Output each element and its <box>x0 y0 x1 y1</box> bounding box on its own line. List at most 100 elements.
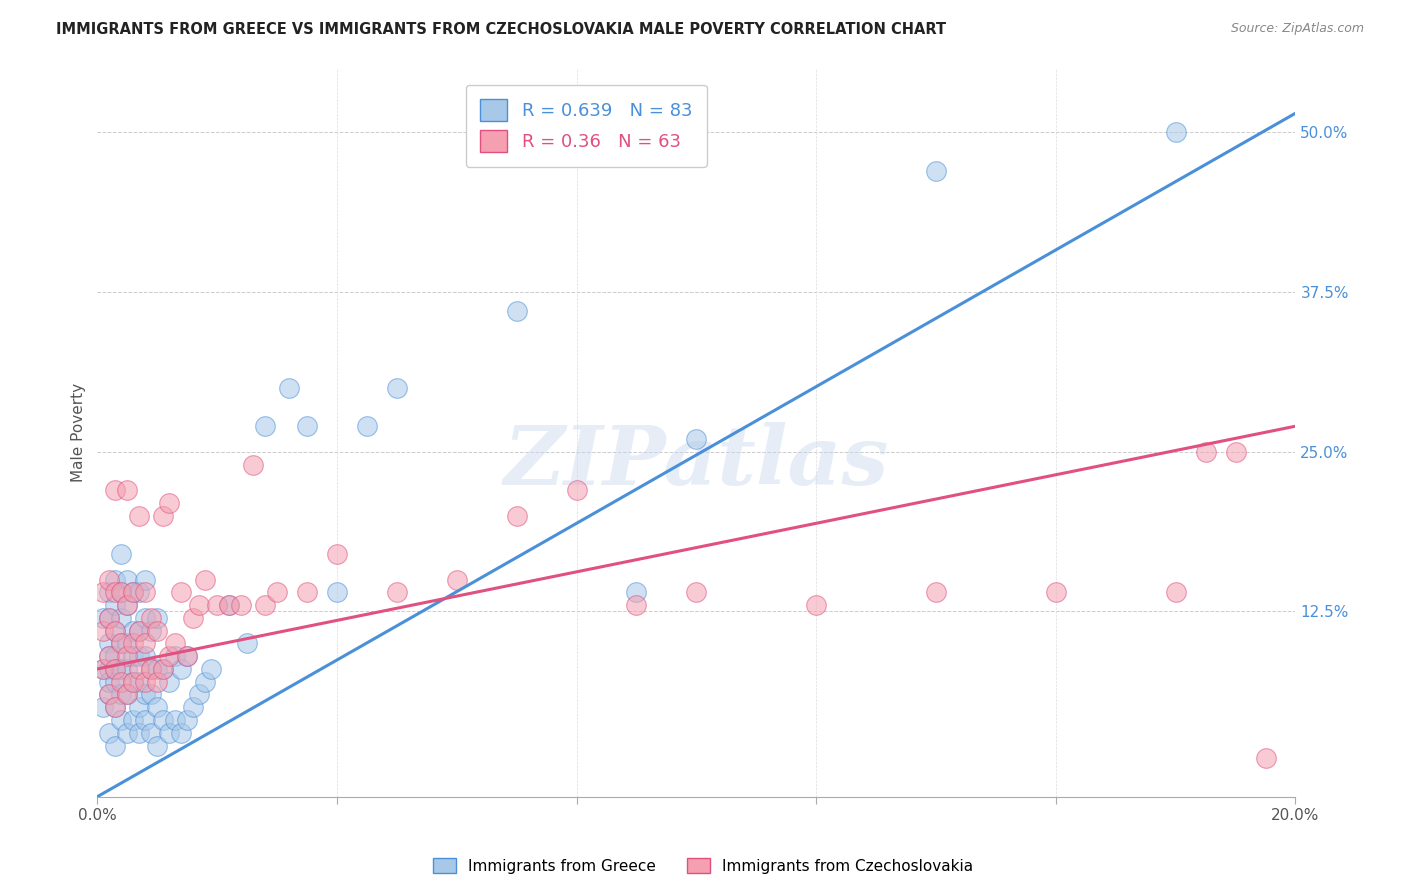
Point <box>117 662 139 676</box>
Point <box>128 662 150 676</box>
Point <box>157 649 180 664</box>
Point <box>122 585 145 599</box>
Point <box>146 662 169 676</box>
Point <box>157 674 180 689</box>
Point <box>326 547 349 561</box>
Point <box>98 611 121 625</box>
Point <box>122 624 145 638</box>
Point <box>117 598 139 612</box>
Point <box>626 598 648 612</box>
Point <box>505 508 527 523</box>
Point <box>385 381 408 395</box>
Point <box>98 674 121 689</box>
Point <box>122 674 145 689</box>
Point <box>181 700 204 714</box>
Point <box>110 611 132 625</box>
Point <box>117 573 139 587</box>
Point <box>98 688 121 702</box>
Point <box>104 662 127 676</box>
Point <box>104 700 127 714</box>
Point <box>152 713 174 727</box>
Point <box>165 713 187 727</box>
Y-axis label: Male Poverty: Male Poverty <box>72 383 86 483</box>
Point <box>104 585 127 599</box>
Point <box>104 662 127 676</box>
Point <box>128 700 150 714</box>
Point <box>295 585 318 599</box>
Point <box>146 674 169 689</box>
Point <box>98 585 121 599</box>
Point <box>356 419 378 434</box>
Point <box>141 688 163 702</box>
Point <box>122 636 145 650</box>
Point <box>128 726 150 740</box>
Point <box>104 624 127 638</box>
Point <box>925 163 948 178</box>
Point <box>188 688 211 702</box>
Point <box>1164 585 1187 599</box>
Point <box>157 726 180 740</box>
Legend: R = 0.639   N = 83, R = 0.36   N = 63: R = 0.639 N = 83, R = 0.36 N = 63 <box>465 85 707 167</box>
Point <box>117 688 139 702</box>
Point <box>152 662 174 676</box>
Legend: Immigrants from Greece, Immigrants from Czechoslovakia: Immigrants from Greece, Immigrants from … <box>427 852 979 880</box>
Point <box>134 585 156 599</box>
Point <box>146 624 169 638</box>
Point <box>128 674 150 689</box>
Point <box>98 688 121 702</box>
Point <box>110 585 132 599</box>
Point <box>117 726 139 740</box>
Point <box>104 573 127 587</box>
Point <box>122 713 145 727</box>
Point <box>141 726 163 740</box>
Point <box>110 662 132 676</box>
Point <box>165 636 187 650</box>
Point <box>1194 444 1216 458</box>
Point <box>295 419 318 434</box>
Point <box>110 585 132 599</box>
Point <box>104 700 127 714</box>
Point <box>254 419 277 434</box>
Point <box>806 598 828 612</box>
Point <box>1045 585 1067 599</box>
Point <box>1225 444 1247 458</box>
Point <box>104 649 127 664</box>
Point <box>242 458 264 472</box>
Point <box>176 713 198 727</box>
Point <box>152 508 174 523</box>
Point <box>229 598 252 612</box>
Point <box>205 598 228 612</box>
Point <box>104 674 127 689</box>
Point <box>176 649 198 664</box>
Point <box>146 739 169 753</box>
Point <box>170 585 193 599</box>
Point <box>385 585 408 599</box>
Point <box>134 674 156 689</box>
Point <box>110 636 132 650</box>
Text: Source: ZipAtlas.com: Source: ZipAtlas.com <box>1230 22 1364 36</box>
Point <box>128 624 150 638</box>
Point <box>170 662 193 676</box>
Text: IMMIGRANTS FROM GREECE VS IMMIGRANTS FROM CZECHOSLOVAKIA MALE POVERTY CORRELATIO: IMMIGRANTS FROM GREECE VS IMMIGRANTS FRO… <box>56 22 946 37</box>
Point <box>218 598 240 612</box>
Point <box>1254 751 1277 765</box>
Point <box>128 508 150 523</box>
Point <box>157 496 180 510</box>
Point <box>141 662 163 676</box>
Point <box>134 713 156 727</box>
Point <box>122 585 145 599</box>
Point <box>925 585 948 599</box>
Point <box>1164 125 1187 139</box>
Point <box>134 573 156 587</box>
Point <box>141 624 163 638</box>
Point <box>93 700 115 714</box>
Point <box>141 611 163 625</box>
Point <box>200 662 222 676</box>
Point <box>117 649 139 664</box>
Point <box>104 624 127 638</box>
Point <box>98 611 121 625</box>
Point <box>110 547 132 561</box>
Point <box>117 598 139 612</box>
Point <box>165 649 187 664</box>
Point <box>93 585 115 599</box>
